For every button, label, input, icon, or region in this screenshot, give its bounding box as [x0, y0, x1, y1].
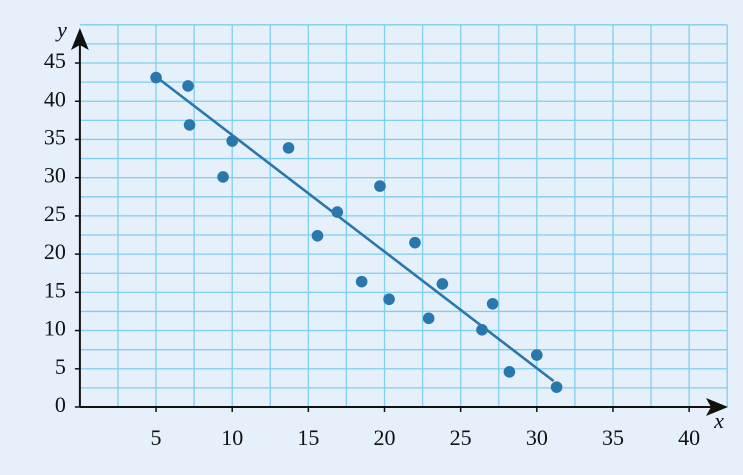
y-tick-label: 30	[44, 163, 66, 188]
x-axis-label: x	[713, 408, 724, 433]
y-tick-label: 25	[44, 201, 66, 226]
x-tick-label: 25	[450, 425, 472, 450]
x-tick-label: 35	[602, 425, 624, 450]
x-tick-label: 40	[678, 425, 700, 450]
y-tick-label: 20	[44, 239, 66, 264]
point	[182, 80, 194, 92]
x-axis-arrow	[706, 398, 728, 416]
point	[383, 293, 395, 306]
y-tick-label: 15	[44, 277, 66, 302]
x-tick-label: 5	[151, 425, 162, 450]
point	[550, 381, 563, 393]
point	[486, 298, 499, 310]
x-tick-label: 15	[297, 425, 319, 450]
point	[226, 135, 239, 147]
point	[311, 229, 324, 242]
y-tick-label: 40	[44, 86, 66, 111]
point	[374, 180, 386, 192]
y-axis-arrow	[71, 28, 89, 50]
y-tick-label: 10	[44, 316, 66, 341]
point	[531, 349, 543, 361]
x-tick-label: 10	[221, 425, 243, 450]
x-tick-label: 30	[526, 425, 548, 450]
grid	[79, 24, 728, 407]
y-tick-label: 35	[44, 125, 66, 150]
point	[436, 278, 449, 290]
point	[183, 119, 196, 131]
point	[409, 236, 421, 249]
y-tick-label: 5	[55, 354, 66, 379]
point	[422, 312, 435, 325]
y-axis-label: y	[55, 17, 67, 42]
point	[355, 275, 368, 288]
y-tick-label: 45	[44, 48, 66, 73]
point	[150, 71, 162, 84]
point	[282, 142, 295, 154]
point	[331, 206, 344, 218]
x-tick-label: 20	[374, 425, 396, 450]
point	[476, 323, 488, 336]
point	[503, 366, 516, 378]
y-tick-label: 0	[55, 392, 66, 417]
point	[217, 171, 229, 183]
